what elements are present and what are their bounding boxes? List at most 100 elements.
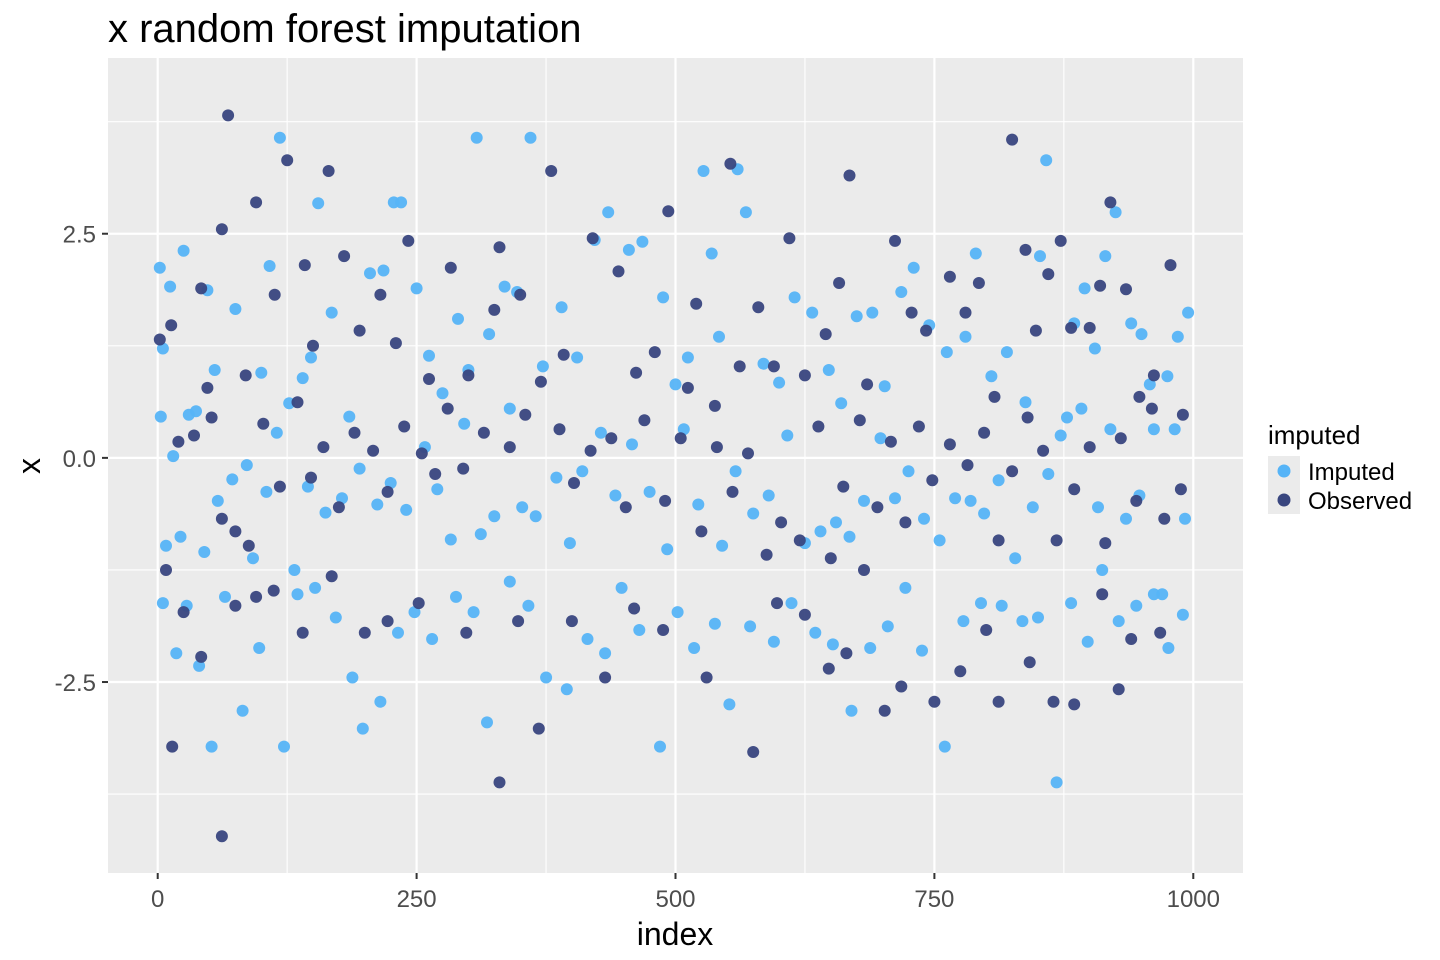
point-observed [1096,588,1109,601]
point-imputed [1162,642,1175,654]
point-imputed [312,197,325,210]
point-imputed [1135,328,1148,341]
point-observed [444,261,457,274]
point-imputed [1088,342,1101,355]
point-observed [961,459,974,472]
point-imputed [226,473,239,486]
point-imputed [291,588,304,601]
x-tick-label: 1000 [1167,886,1220,913]
point-imputed [692,498,705,511]
point-observed [296,626,309,639]
point-imputed [481,716,493,729]
point-imputed [949,492,962,505]
point-observed [307,339,319,352]
point-imputed [255,366,268,379]
point-imputed [889,492,901,505]
point-observed [710,441,723,454]
point-imputed [336,492,348,505]
point-observed [1130,494,1143,507]
point-imputed [263,260,276,272]
y-axis-title: x [11,458,47,474]
point-imputed [240,459,253,472]
point-imputed [522,599,535,612]
point-imputed [1176,608,1189,621]
point-observed [822,662,835,675]
point-observed [477,426,490,439]
point-imputed [845,704,858,717]
point-observed [160,564,172,576]
point-imputed [346,671,359,684]
point-observed [798,608,811,621]
point-imputed [1050,776,1063,789]
point-observed [398,420,411,433]
point-observed [747,746,760,758]
point-imputed [1179,512,1191,525]
point-imputed [615,581,628,594]
point-imputed [288,564,301,576]
point-observed [553,423,566,436]
point-observed [1029,324,1042,337]
point-imputed [488,510,501,523]
point-observed [1037,444,1050,457]
point-observed [322,165,335,177]
point-imputed [762,489,775,502]
point-observed [812,420,825,433]
point-observed [429,468,442,480]
point-observed [726,485,739,498]
point-observed [733,360,746,373]
point-imputed [757,357,770,370]
point-imputed [661,543,674,556]
point-observed [488,303,501,316]
point-imputed [785,597,798,610]
point-observed [415,447,428,460]
y-axis-ticks: -2.5 0.0 2.5 [55,222,108,697]
point-imputed [622,243,635,256]
point-observed [512,615,525,628]
point-observed [837,480,850,493]
point-observed [332,501,345,514]
point-observed [599,671,612,684]
point-imputed [916,644,928,657]
point-imputed [536,360,549,373]
point-imputed [540,671,553,684]
point-observed [1174,483,1187,496]
point-imputed [705,247,718,260]
point-imputed [260,485,273,498]
legend-label-imputed: Imputed [1308,459,1395,486]
point-imputed [636,235,649,248]
point-imputed [850,310,863,323]
point-observed [348,426,361,439]
point-imputed [581,633,594,645]
point-observed [824,552,837,565]
point-observed [1125,633,1138,645]
point-imputed [426,633,439,645]
point-imputed [160,539,172,552]
point-observed [1065,321,1078,334]
point-observed [895,680,908,693]
point-imputed [1156,588,1169,601]
point-observed [648,346,661,359]
legend-key-imputed [1277,464,1291,478]
point-imputed [744,620,757,633]
point-observed [630,366,643,379]
point-imputed [247,552,259,565]
point-observed [353,324,366,337]
point-observed [771,597,783,610]
point-observed [457,462,470,475]
point-imputed [503,402,516,415]
point-imputed [236,704,249,717]
legend-title: imputed [1268,420,1361,450]
point-imputed [395,196,408,209]
point-observed [1068,483,1081,496]
point-imputed [270,426,283,439]
point-imputed [918,512,930,525]
point-imputed [208,364,221,376]
point-imputed [1061,411,1073,424]
point-observed [514,288,527,301]
point-imputed [571,351,584,364]
point-observed [257,417,270,430]
point-observed [215,512,228,525]
point-observed [959,306,972,319]
point-observed [215,223,228,236]
